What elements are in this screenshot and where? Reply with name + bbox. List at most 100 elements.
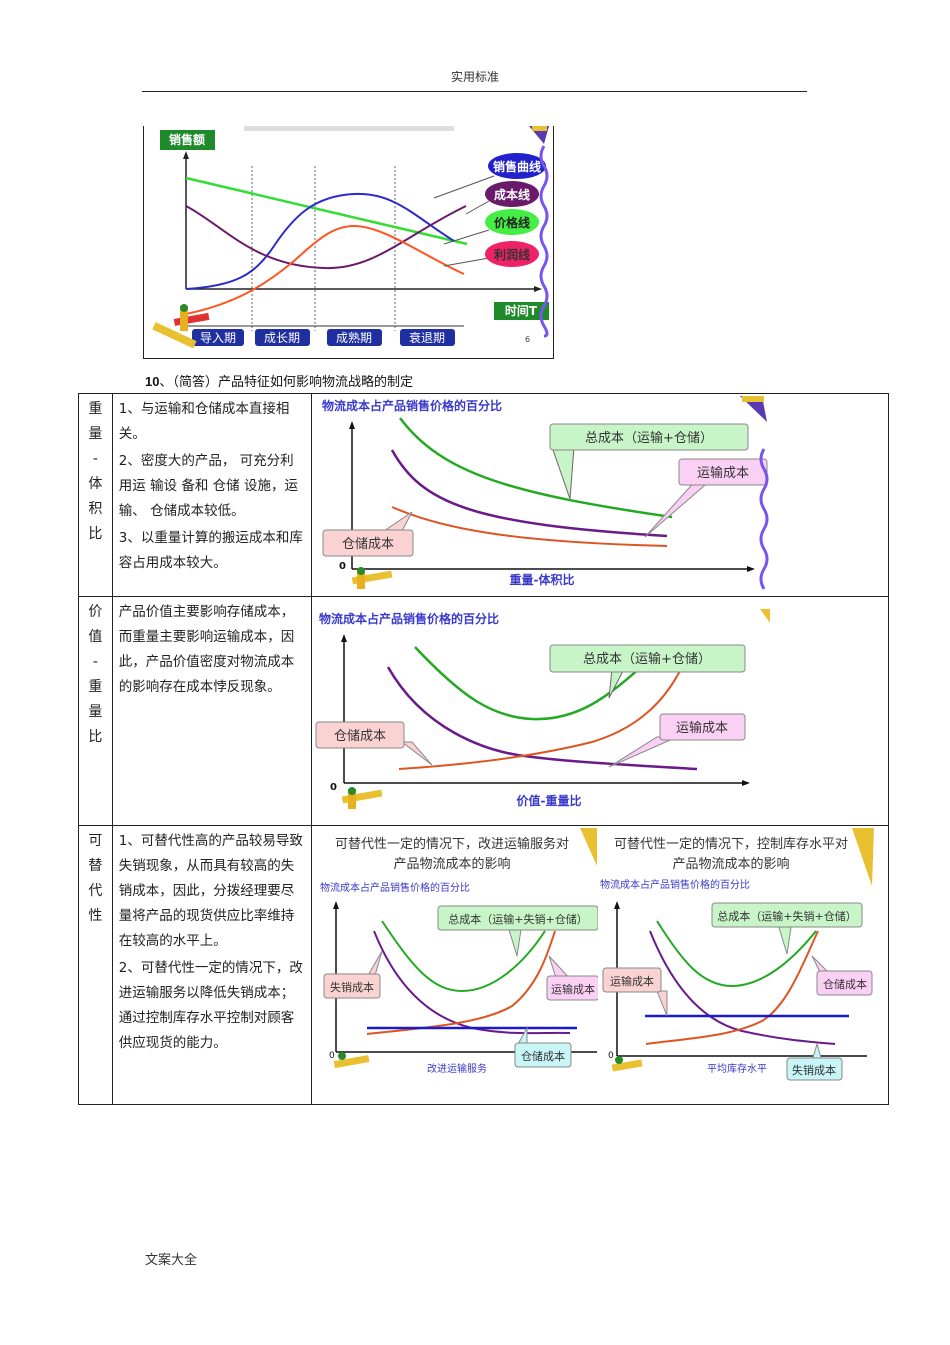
callout-text: 总成本（运输+仓储）: [583, 651, 711, 667]
page-footer: 文案大全: [145, 1253, 198, 1268]
chart-x-label: 重量-体积比: [509, 572, 574, 587]
callout-total-cost: [711, 902, 863, 928]
chart-title: 可替代性一定的情况下，改进运输服务对: [335, 836, 569, 852]
description-paragraph: 3、以重量计算的搬运成本和库容占用成本较大。: [118, 530, 303, 571]
pen-tip-icon: [529, 126, 549, 144]
chart-x-label: 改进运输服务: [427, 1062, 487, 1075]
phase-growth: 成长期: [264, 331, 300, 345]
chart-x-label: 价值-重量比: [516, 793, 581, 808]
legend-sales-curve: 销售曲线: [493, 159, 541, 174]
total-cost-curve: [398, 417, 673, 519]
callout-text: 总成本（运输+失销+仓储）: [717, 909, 856, 923]
chart-y-label: 物流成本占产品销售价格的百分比: [600, 878, 750, 891]
chart-y-label: 物流成本占产品销售价格的百分比: [320, 881, 470, 894]
callout-storage-cost: [816, 970, 873, 996]
product-lifecycle-figure: 销售额 销售曲线 成本线 价格线 利润线 时间T 导入期: [143, 126, 554, 359]
transport-service-chart: 可替代性一定的情况下，改进运输服务对 产品物流成本的影响 物流成本占产品销售价格…: [311, 828, 600, 1076]
total-cost-curve: [656, 920, 817, 988]
category-char: 值: [88, 629, 103, 645]
callout-text: 运输成本: [697, 465, 749, 481]
legend-cost-line: 成本线: [494, 187, 530, 202]
question-number: 10: [145, 374, 160, 389]
chart-origin: 0: [330, 782, 337, 793]
callout-text: 总成本（运输+失销+仓储）: [448, 912, 587, 926]
table-row: 价 值 - 重 量 比 产品价值主要影响存储成本，而重量主要影响运输成本，因此，…: [78, 596, 890, 826]
chart-y-label: 物流成本占产品销售价格的百分比: [319, 611, 499, 626]
total-cost-curve: [414, 646, 648, 721]
lifecycle-chart: 销售额 销售曲线 成本线 价格线 利润线 时间T 导入期: [144, 126, 553, 358]
chart-x-label: 平均库存水平: [707, 1062, 767, 1075]
category-char: 代: [88, 883, 103, 899]
chart-origin: 0: [339, 561, 346, 572]
storage-cost-curve: [398, 666, 683, 770]
category-char: -: [92, 451, 98, 467]
category-char: 性: [88, 908, 103, 924]
inventory-level-chart: 可替代性一定的情况下，控制库存水平对 产品物流成本的影响 物流成本占产品销售价格…: [597, 828, 874, 1081]
transport-cost-curve: [366, 930, 556, 1035]
description-cell: 1、与运输和仓储成本直接相关。 2、密度大的产品， 可充分利用运 输设 备和 仓…: [111, 393, 312, 597]
y-axis-label: 销售额: [169, 132, 205, 147]
storage-cost-curve: [391, 506, 668, 547]
callout-text: 运输成本: [551, 982, 595, 996]
category-char: 积: [88, 501, 103, 517]
pencil-clipart-icon: [152, 304, 210, 349]
category-char: 可: [88, 833, 103, 849]
description-paragraph: 产品价值主要影响存储成本，而重量主要影响运输成本，因此，产品价值密度对物流成本的…: [118, 604, 295, 695]
description-paragraph: 2、可替代性一定的情况下，改进运输服务以降低失销成本；通过控制库存水平控制对顾客…: [118, 960, 303, 1051]
category-char: 替: [88, 858, 103, 874]
callout-storage-cost: [322, 529, 414, 557]
profit-line: [185, 224, 465, 315]
wavy-border-decoration: [759, 448, 769, 590]
price-line: [185, 176, 468, 246]
category-char: 比: [88, 729, 103, 745]
table-row: 可 替 代 性 1、可替代性高的产品较易导致失销现象，从而具有较高的失销成本，因…: [78, 825, 890, 1105]
pencil-clipart-icon: [341, 609, 770, 809]
product-characteristics-table: 重 量 - 体 积 比 1、与运输和仓储成本直接相关。 2、密度大的产品， 可充…: [78, 393, 890, 1105]
chart-title: 产品物流成本的影响: [393, 856, 510, 872]
wavy-border-decoration: [539, 145, 549, 338]
phase-maturity: 成熟期: [336, 330, 372, 345]
substitutability-charts: 可替代性一定的情况下，改进运输服务对 产品物流成本的影响 物流成本占产品销售价格…: [311, 828, 874, 1081]
x-axis-label: 时间T: [505, 303, 538, 318]
figure-cell: 物流成本占产品销售价格的百分比 0 重量-体积比 总成本（运输+仓储） 运输成本: [310, 393, 890, 597]
legend-profit-line: 利润线: [494, 247, 530, 262]
total-cost-curve: [381, 920, 546, 993]
description-paragraph: 2、密度大的产品， 可充分利用运 输设 备和 仓储 设施，运输、 仓储成本较低。: [118, 453, 298, 519]
transport-cost-curve: [386, 666, 698, 771]
callout-text: 仓储成本: [823, 977, 867, 991]
question-heading: 10、（简答）产品特征如何影响物流战略的制定: [145, 371, 413, 390]
callout-text: 仓储成本: [521, 1049, 565, 1063]
pencil-clipart-icon: [333, 828, 597, 1069]
callout-transport-cost: [602, 967, 662, 993]
callout-storage-cost: [315, 721, 405, 749]
chart-origin: 0: [329, 1051, 335, 1061]
category-char: 价: [88, 604, 103, 620]
phase-introduction: 导入期: [200, 331, 236, 345]
transport-cost-curve: [390, 449, 668, 538]
figure-cell: 物流成本占产品销售价格的百分比 0 价值-重量比 总成本（运输+仓储） 运输成本…: [310, 596, 890, 826]
category-char: -: [92, 654, 98, 670]
cost-line: [185, 205, 467, 270]
value-weight-chart: 物流成本占产品销售价格的百分比 0 价值-重量比 总成本（运输+仓储） 运输成本…: [315, 609, 771, 809]
callout-text: 仓储成本: [342, 537, 394, 552]
chart-y-label: 物流成本占产品销售价格的百分比: [322, 398, 502, 413]
page-header-title: 实用标准: [450, 70, 499, 84]
description-cell: 产品价值主要影响存储成本，而重量主要影响运输成本，因此，产品价值密度对物流成本的…: [111, 596, 312, 826]
chart-title: 产品物流成本的影响: [672, 856, 789, 872]
description-paragraph: 1、可替代性高的产品较易导致失销现象，从而具有较高的失销成本，因此，分拨经理要尽…: [118, 833, 303, 949]
slide-page-number: 6: [525, 335, 530, 344]
pencil-clipart-icon: [351, 396, 767, 589]
y-axis-label-box: [160, 130, 215, 150]
description-paragraph: 1、与运输和仓储成本直接相关。: [118, 401, 290, 442]
question-text: 、（简答）产品特征如何影响物流战略的制定: [159, 375, 413, 390]
legend-price-line: 价格线: [494, 215, 530, 230]
category-cell-value-weight: 价 值 - 重 量 比: [78, 596, 113, 826]
callout-transport-cost: [659, 713, 746, 741]
category-char: 重: [88, 401, 103, 417]
callout-lost-sales-cost: [323, 973, 381, 999]
category-char: 重: [88, 679, 103, 695]
category-char: 量: [88, 704, 103, 720]
callout-text: 运输成本: [610, 974, 654, 988]
category-cell-substitutability: 可 替 代 性: [78, 825, 113, 1105]
callout-storage-cost: [514, 1042, 572, 1068]
